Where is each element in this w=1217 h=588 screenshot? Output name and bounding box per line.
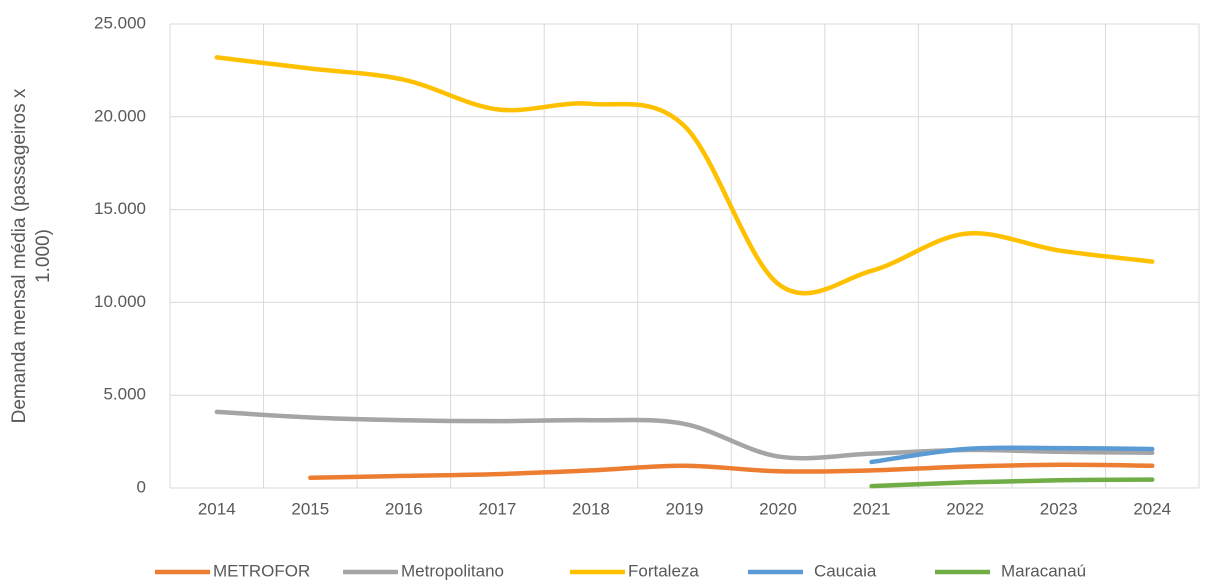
x-tick-label: 2024	[1133, 499, 1171, 518]
y-tick-label: 10.000	[94, 292, 146, 311]
x-tick-label: 2018	[572, 499, 610, 518]
y-tick-label: 25.000	[94, 13, 146, 32]
legend-label: Metropolitano	[401, 561, 504, 580]
x-tick-label: 2015	[291, 499, 329, 518]
x-tick-label: 2020	[759, 499, 797, 518]
x-tick-label: 2023	[1040, 499, 1078, 518]
y-tick-label: 5.000	[103, 385, 146, 404]
y-tick-label: 15.000	[94, 199, 146, 218]
x-tick-label: 2017	[478, 499, 516, 518]
y-axis-title: Demanda mensal média (passageiros x 1.000…	[9, 88, 54, 423]
y-tick-label: 20.000	[94, 106, 146, 125]
series-line	[869, 445, 1155, 465]
x-tick-label: 2019	[666, 499, 704, 518]
legend-label: Fortaleza	[628, 561, 699, 580]
y-axis-title-line: Demanda mensal média (passageiros x	[9, 88, 30, 423]
y-tick-label: 0	[137, 477, 146, 496]
x-tick-label: 2014	[198, 499, 236, 518]
x-tick-label: 2021	[853, 499, 891, 518]
series-line	[214, 55, 1155, 296]
legend-label: Caucaia	[814, 561, 877, 580]
legend-label: METROFOR	[213, 561, 310, 580]
x-tick-label: 2016	[385, 499, 423, 518]
y-axis-title-line: 1.000)	[33, 229, 54, 283]
series-line	[869, 477, 1155, 489]
legend-label: Maracanaú	[1001, 561, 1086, 580]
x-tick-label: 2022	[946, 499, 984, 518]
series-line	[308, 462, 1155, 481]
